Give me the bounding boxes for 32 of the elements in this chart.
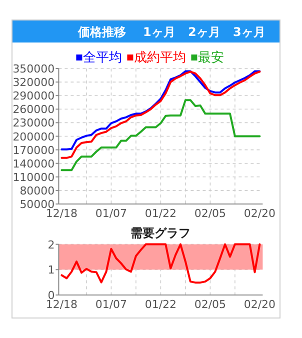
text: 3ヶ月 xyxy=(233,25,266,39)
y-tick-label: 110000 xyxy=(12,170,55,184)
text: 1ヶ月 xyxy=(143,25,176,39)
x-tick-label: 12/18 xyxy=(46,207,78,220)
y-tick-label: 80000 xyxy=(20,184,55,198)
legend-label: 全平均 xyxy=(83,50,122,66)
legend-label: 成約平均 xyxy=(134,50,186,66)
chart-title: 価格推移 xyxy=(77,25,126,39)
x-tick-label: 12/18 xyxy=(46,298,78,311)
y-tick-label: 2 xyxy=(48,238,55,252)
y-tick-label: 170000 xyxy=(12,144,55,157)
text: 2ヶ月 xyxy=(188,25,220,39)
y-tick-label: 230000 xyxy=(12,116,55,130)
y-tick-label: 200000 xyxy=(12,130,55,144)
y-tick-label: 140000 xyxy=(12,157,55,170)
x-tick-label: 02/05 xyxy=(194,298,226,311)
x-tick-label: 02/20 xyxy=(244,207,276,220)
chart-title: 需要グラフ xyxy=(130,226,191,240)
legend-label: 最安 xyxy=(198,50,224,66)
x-tick-label: 01/22 xyxy=(144,207,177,220)
line-series xyxy=(60,243,261,284)
x-tick-label: 01/22 xyxy=(144,298,177,311)
y-tick-label: 320000 xyxy=(12,76,55,90)
x-tick-label: 01/07 xyxy=(95,298,128,311)
x-tick-label: 02/20 xyxy=(244,298,276,311)
y-tick-label: 260000 xyxy=(12,103,55,116)
x-tick-label: 02/05 xyxy=(194,207,226,220)
y-tick-label: 350000 xyxy=(12,62,55,76)
line-series xyxy=(60,99,261,172)
x-tick-label: 01/07 xyxy=(95,207,128,220)
y-tick-label: 1 xyxy=(48,264,55,277)
y-tick-label: 290000 xyxy=(12,90,55,103)
